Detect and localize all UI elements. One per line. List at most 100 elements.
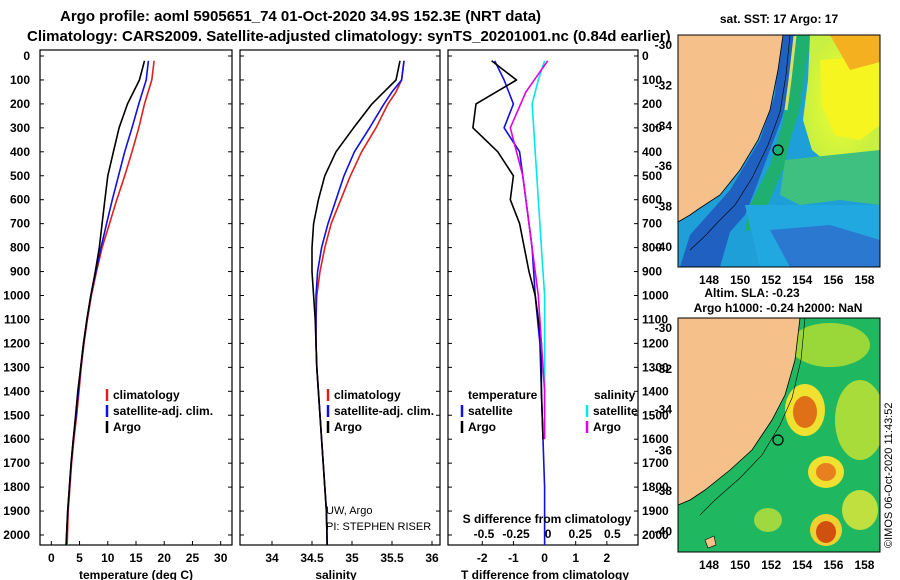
depth-tick-label: 1700 (3, 456, 30, 470)
top-tick-label: -0.5 (474, 527, 495, 541)
depth-tick-label: 700 (10, 217, 30, 231)
lat-tick-label: -40 (655, 240, 673, 254)
temperature-axis-label: temperature (deg C) (79, 568, 193, 580)
depth-axis-labels: 0 100 200 300 400 500 600 700 800 900 1000 1100 1200… (3, 49, 30, 542)
imos-watermark: ©IMOS 06-Oct-2020 11:43:52 (883, 403, 895, 548)
lat-tick-label: -36 (655, 443, 673, 457)
depth-tick-label: 600 (10, 193, 30, 207)
lon-tick-label: 148 (699, 558, 719, 572)
x-tick-label: 10 (101, 551, 115, 565)
legend-temperature-title: temperature (468, 388, 538, 402)
depth-tick-label-right: 800 (642, 241, 662, 255)
x-tick-label: -2 (477, 551, 488, 565)
coastline (678, 317, 801, 506)
difference-panel-frame (447, 49, 639, 546)
depth-tick-label-right: 400 (642, 145, 662, 159)
depth-tick-label-right: 500 (642, 169, 662, 183)
temperature-x-ticks: 0 5 10 15 20 25 30 (48, 551, 228, 565)
title-line-1: Argo profile: aoml 5905651_74 01-Oct-202… (60, 8, 541, 25)
depth-tick-label-right: 900 (642, 265, 662, 279)
sst-warm-patch (820, 55, 880, 140)
legend-salinity-title: salinity (594, 388, 636, 402)
sst-front (784, 35, 797, 111)
series-line-argo (65, 60, 146, 545)
x-tick-label: 5 (76, 551, 83, 565)
land-australia (678, 318, 800, 505)
temperature-legend: climatology satellite-adj. clim. Argo (105, 388, 213, 434)
lon-tick-label: 148 (699, 273, 719, 287)
lon-tick-label: 158 (854, 273, 874, 287)
lat-tick-label: -30 (655, 38, 673, 52)
depth-tick-label: 400 (10, 145, 30, 159)
depth-tick-label: 800 (10, 241, 30, 255)
sla-anomaly-south (754, 508, 782, 532)
depth-tick-label: 900 (10, 265, 30, 279)
map2-subtitle: Altim. SLA: -0.23 (704, 286, 800, 300)
depth-tick-label: 1300 (3, 360, 30, 374)
difference-top-ticks: -0.5 -0.25 0 0.25 0.5 (474, 527, 621, 541)
legend-satellite-adj: satellite-adj. clim. (334, 404, 434, 418)
legend-t-satellite: satellite (468, 404, 513, 418)
depth-tick-label-right: 1000 (642, 289, 669, 303)
depth-tick-label: 1900 (3, 504, 30, 518)
lon-tick-label: 150 (730, 273, 750, 287)
x-tick-label: 2 (604, 551, 611, 565)
salinity-x-ticks: 34 34.5 35 35.5 36 (265, 551, 439, 565)
x-tick-label: 20 (158, 551, 172, 565)
top-tick-label: 0.25 (569, 527, 593, 541)
series-line-climatology (66, 60, 155, 545)
depth-tick-label: 200 (10, 97, 30, 111)
lon-tick-label: 156 (823, 273, 843, 287)
depth-tick-label-right: 1700 (642, 456, 669, 470)
depth-tick-label-right: 700 (642, 217, 662, 231)
sst-map (678, 35, 880, 267)
x-tick-label: 34 (265, 551, 279, 565)
x-tick-label: 36 (425, 551, 439, 565)
argo-float-marker (772, 144, 784, 156)
depth-tick-label: 1400 (3, 384, 30, 398)
top-tick-label: -0.25 (502, 527, 530, 541)
series-line-s-satellite (531, 60, 546, 416)
salinity-legend: climatology satellite-adj. clim. Argo (326, 388, 434, 434)
lon-tick-label: 150 (730, 558, 750, 572)
series-line-argo (311, 60, 401, 545)
difference-x-ticks: -2 -1 0 1 2 (477, 551, 611, 565)
temperature-panel-frame (39, 49, 233, 546)
sla-high-3 (816, 521, 836, 543)
depth-tick-label-right: 200 (642, 97, 662, 111)
x-tick-label: 15 (129, 551, 143, 565)
depth-tick-label-right: 1900 (642, 504, 669, 518)
depth-tick-label-right: 300 (642, 121, 662, 135)
sla-anomaly-north (790, 323, 870, 367)
difference-series (472, 60, 549, 545)
depth-tick-label: 100 (10, 73, 30, 87)
x-tick-label: 35.5 (380, 551, 404, 565)
lat-tick-label: -34 (655, 119, 673, 133)
legend-s-argo: Argo (593, 420, 621, 434)
depth-tick-label-right: 1200 (642, 336, 669, 350)
legend-argo: Argo (334, 420, 362, 434)
island-tasmania-tip (704, 535, 717, 549)
depth-tick-label-right: 1300 (642, 360, 669, 374)
coastline (678, 35, 784, 223)
lon-tick-label: 152 (761, 273, 781, 287)
depth-tick-label: 1100 (4, 312, 30, 326)
depth-tick-label-right: 2000 (642, 528, 669, 542)
series-line-climatology (315, 60, 405, 545)
depth-tick-label: 1500 (3, 408, 30, 422)
series-line-t-satellite (493, 60, 546, 545)
map1-lon-ticks: 148 150 152 154 156 158 (699, 273, 875, 287)
credit-line-1: UW, Argo (326, 505, 372, 517)
sla-anomaly-southeast (842, 490, 878, 530)
bathymetry-contour (699, 317, 806, 516)
legend-climatology: climatology (113, 388, 180, 402)
x-tick-label: 30 (214, 551, 228, 565)
depth-tick-label-right: 100 (642, 73, 662, 87)
x-tick-label: 35 (345, 551, 359, 565)
lon-tick-label: 154 (792, 558, 812, 572)
lat-tick-label: -36 (655, 159, 673, 173)
salinity-axis-label: salinity (315, 568, 357, 580)
depth-tick-label-right: 0 (642, 49, 649, 63)
depth-tick-label: 500 (10, 169, 30, 183)
